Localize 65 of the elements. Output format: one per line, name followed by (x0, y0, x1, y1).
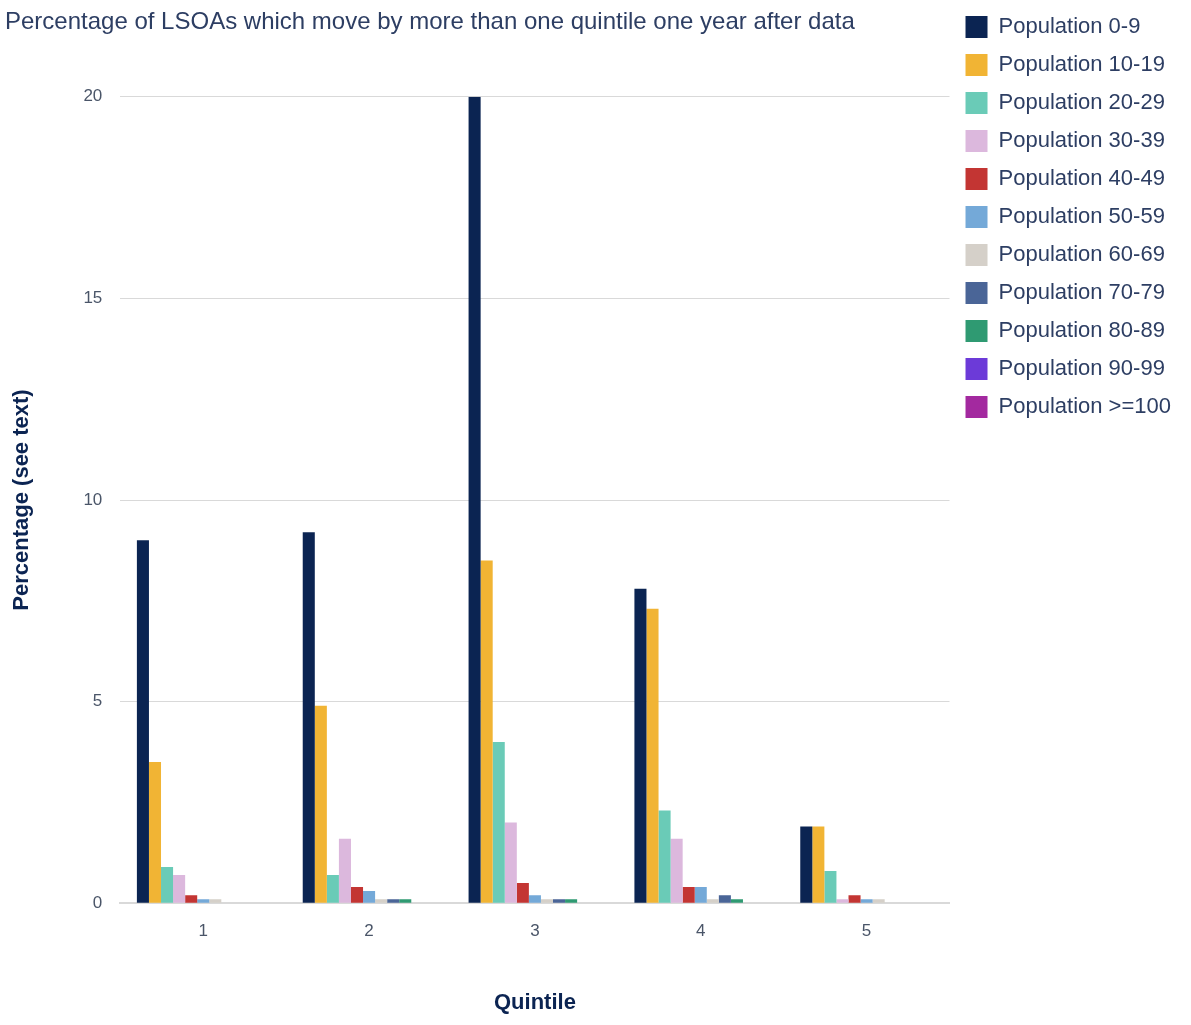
legend-label: Population 40-49 (998, 165, 1165, 191)
bar (528, 895, 541, 903)
bar (136, 540, 149, 903)
y-tick-label: 0 (92, 892, 103, 912)
bar (553, 899, 566, 903)
bar (399, 899, 412, 903)
bar (658, 810, 671, 903)
bar (682, 887, 695, 903)
y-tick-label: 5 (92, 691, 103, 711)
x-tick-label: 4 (696, 921, 706, 941)
legend-label: Population 10-19 (998, 51, 1165, 77)
x-tick-label: 5 (861, 921, 872, 941)
bar (480, 560, 493, 903)
y-tick-label: 20 (83, 86, 103, 106)
bar (314, 705, 327, 903)
bar (718, 895, 731, 903)
bar (694, 887, 707, 903)
bar (209, 899, 222, 903)
bar (161, 866, 174, 903)
bar (338, 838, 351, 903)
bar (706, 899, 719, 903)
legend-label: Population 20-29 (998, 89, 1165, 115)
bar (872, 899, 885, 903)
bar (173, 874, 186, 903)
chart-title: Percentage of LSOAs which move by more than one quintile one year after data (5, 7, 856, 35)
legend-label: Population 70-79 (998, 279, 1165, 305)
bar (468, 96, 481, 903)
bar (540, 899, 553, 903)
bar (302, 532, 315, 903)
y-tick-label: 15 (83, 288, 103, 308)
bar (363, 891, 376, 903)
bar (185, 895, 198, 903)
bar (860, 899, 873, 903)
bar (492, 741, 505, 903)
bar (375, 899, 388, 903)
bar (824, 870, 837, 903)
bar (848, 895, 861, 903)
bar (730, 899, 743, 903)
x-tick-label: 3 (530, 921, 540, 941)
legend-label: Population 30-39 (998, 127, 1165, 153)
bar (800, 826, 813, 903)
bar (504, 822, 517, 903)
bar (516, 883, 529, 903)
legend-label: Population 90-99 (998, 355, 1165, 381)
bar (836, 899, 849, 903)
legend-label: Population 50-59 (998, 203, 1165, 229)
bar (387, 899, 400, 903)
bar (350, 887, 364, 903)
legend-label: Population >=100 (998, 393, 1172, 419)
x-axis-title: Quintile (493, 988, 576, 1014)
bar (812, 826, 825, 903)
x-tick-label: 1 (198, 921, 208, 941)
bar (670, 838, 683, 903)
bar (326, 874, 339, 903)
bar (646, 608, 659, 903)
bar (634, 588, 647, 903)
y-tick-label: 10 (83, 489, 103, 509)
legend-label: Population 80-89 (998, 317, 1165, 343)
bar (197, 899, 210, 903)
bar (148, 762, 162, 903)
legend-label: Population 60-69 (998, 241, 1165, 267)
legend-label: Population 0-9 (998, 13, 1141, 39)
x-tick-label: 2 (364, 921, 374, 941)
bar (565, 899, 578, 903)
y-axis-title: Percentage (see text) (8, 389, 34, 611)
